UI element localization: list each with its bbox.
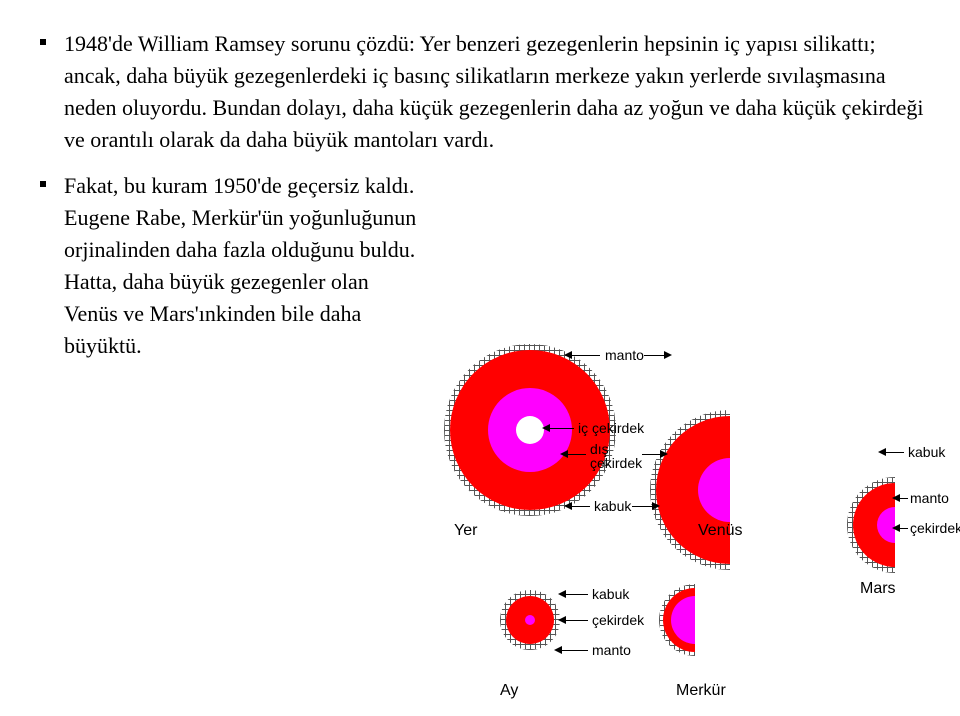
arrow-head-icon <box>652 502 660 510</box>
earth-inner-core <box>516 416 544 444</box>
venus-clip <box>650 410 730 570</box>
arrow-head-icon <box>878 448 886 456</box>
bullet-dot-icon <box>40 181 46 187</box>
label-mars: Mars <box>860 580 896 598</box>
anno-cekirdek-moon: çekirdek <box>592 613 644 627</box>
arrow-line <box>566 594 588 595</box>
bullet-dot-icon <box>40 39 46 45</box>
anno-kabuk: kabuk <box>594 499 631 513</box>
arrow-line <box>572 506 590 507</box>
label-ay: Ay <box>500 682 518 700</box>
arrow-head-icon <box>892 524 900 532</box>
bullet-1: 1948'de William Ramsey sorunu çözdü: Yer… <box>40 28 930 156</box>
label-merkur: Merkür <box>676 682 726 700</box>
anno-cekirdek-dis: çekirdek <box>590 456 642 470</box>
arrow-line <box>550 428 574 429</box>
anno-manto-right: manto <box>910 491 949 505</box>
anno-kabuk-right: kabuk <box>908 445 945 459</box>
anno-kabuk-moon: kabuk <box>592 587 629 601</box>
arrow-head-icon <box>660 450 668 458</box>
anno-manto: manto <box>605 348 644 362</box>
arrow-head-icon <box>560 450 568 458</box>
arrow-head-icon <box>558 616 566 624</box>
arrow-head-icon <box>558 590 566 598</box>
arrow-line <box>632 506 652 507</box>
arrow-head-icon <box>564 351 572 359</box>
arrow-head-icon <box>564 502 572 510</box>
arrow-line <box>642 454 660 455</box>
arrow-line <box>900 498 908 499</box>
page: 1948'de William Ramsey sorunu çözdü: Yer… <box>0 0 960 716</box>
mars-clip <box>847 477 895 573</box>
anno-ic-cekirdek: iç çekirdek <box>578 421 644 435</box>
arrow-line <box>572 355 600 356</box>
arrow-line <box>644 355 664 356</box>
anno-manto-moon: manto <box>592 643 631 657</box>
mercury-clip <box>659 584 695 656</box>
anno-dis: dış <box>590 442 609 456</box>
planet-cross-section-diagram: Yer Venüs Mars Ay Merkür ma <box>440 310 940 710</box>
paragraph-2: Fakat, bu kuram 1950'de geçersiz kaldı. … <box>64 170 424 362</box>
arrow-line <box>900 528 908 529</box>
arrow-head-icon <box>892 494 900 502</box>
moon-outer-core <box>525 615 535 625</box>
label-venus: Venüs <box>698 522 742 540</box>
label-yer: Yer <box>454 522 477 540</box>
arrow-head-icon <box>554 646 562 654</box>
arrow-head-icon <box>542 424 550 432</box>
anno-cekirdek-right: çekirdek <box>910 521 960 535</box>
paragraph-1: 1948'de William Ramsey sorunu çözdü: Yer… <box>64 28 930 156</box>
arrow-line <box>566 620 588 621</box>
arrow-line <box>886 452 904 453</box>
arrow-line <box>562 650 588 651</box>
arrow-head-icon <box>664 351 672 359</box>
arrow-line <box>568 454 586 455</box>
